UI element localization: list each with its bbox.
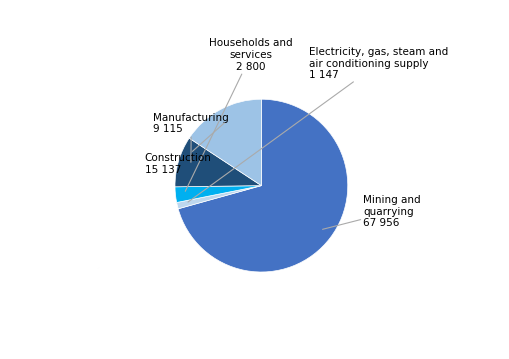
Text: Manufacturing
9 115: Manufacturing 9 115 [153,113,229,162]
Text: Mining and
quarrying
67 956: Mining and quarrying 67 956 [322,195,420,229]
Text: Electricity, gas, steam and
air conditioning supply
1 147: Electricity, gas, steam and air conditio… [188,47,447,202]
Wedge shape [189,99,261,186]
Wedge shape [178,99,347,272]
Text: Households and
services
2 800: Households and services 2 800 [185,38,292,191]
Wedge shape [175,186,261,202]
Wedge shape [175,138,261,187]
Wedge shape [176,186,261,209]
Text: Construction
15 137: Construction 15 137 [145,123,224,175]
